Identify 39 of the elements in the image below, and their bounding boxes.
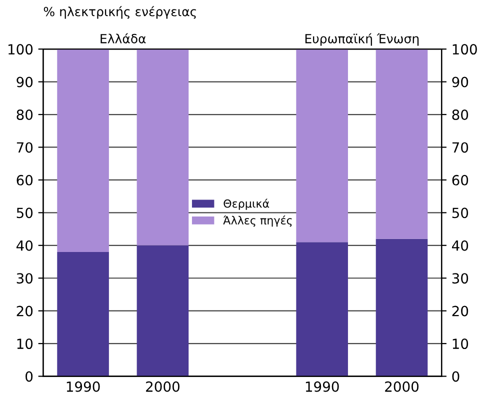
legend-label: Άλλες πηγές: [223, 215, 292, 227]
y2-tick-label: 0: [452, 371, 460, 382]
y-tick-label: 80: [16, 109, 33, 120]
y-tick-label: 10: [17, 338, 33, 350]
bar: [136, 245, 189, 376]
y-tick-label: 40: [16, 240, 33, 251]
x-tick-label: 1990: [66, 381, 100, 392]
y2-tick-label: 90: [452, 76, 468, 88]
y-tick-label: 60: [16, 174, 33, 186]
x-tick-label: 2000: [385, 381, 419, 392]
y-tick-label: 50: [16, 208, 33, 218]
y-tick-label: 90: [16, 76, 33, 88]
y2-tick-label: 40: [452, 240, 468, 251]
y-tick-label: 70: [16, 142, 33, 153]
x-tick-label: 2000: [146, 381, 180, 392]
legend-label: Θερμικά: [224, 198, 270, 210]
bar: [57, 49, 109, 252]
y2-tick-label: 80: [452, 109, 468, 120]
bar: [296, 242, 348, 376]
y-tick-label: 30: [16, 273, 33, 284]
y2-tick-label: 50: [452, 208, 468, 218]
text: Ελλάδα: [100, 33, 146, 44]
y-tick-label: 100: [8, 44, 33, 55]
bar: [57, 252, 109, 376]
y-tick-label: 0: [26, 371, 33, 382]
y-tick-label: 20: [16, 306, 33, 316]
text: Ευρωπαϊκή Ένωση: [305, 33, 419, 46]
bar: [296, 49, 348, 242]
y2-tick-label: 20: [452, 306, 468, 316]
y2-tick-label: 60: [452, 174, 468, 186]
x-tick-label: 1990: [306, 381, 339, 392]
chart-title: % ηλεκτρικής ενέργειας: [44, 6, 196, 19]
y2-tick-label: 10: [452, 338, 468, 350]
bar: [376, 49, 428, 239]
bar: [376, 238, 428, 376]
bar: [136, 49, 189, 246]
y2-tick-label: 30: [452, 273, 468, 284]
y2-tick-label: 70: [452, 142, 468, 153]
y2-tick-label: 100: [452, 44, 477, 55]
